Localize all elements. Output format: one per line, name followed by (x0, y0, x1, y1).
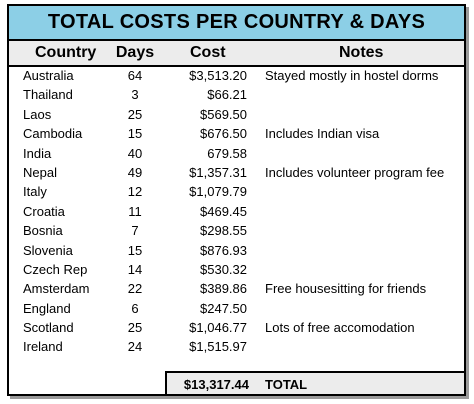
table-row: England 6 $247.50 (9, 300, 464, 319)
table-row: Amsterdam 22 $389.86 Free housesitting for … (9, 280, 464, 299)
total-label: TOTAL (265, 377, 308, 392)
header-country: Country (35, 44, 97, 61)
table-row: Czech Rep 14 $530.32 (9, 261, 464, 280)
cell-notes: Lots of free accomodation (265, 320, 415, 336)
header-cost: Cost (190, 44, 226, 61)
cell-days: 6 (131, 300, 139, 316)
cell-cost: $1,079.79 (189, 184, 247, 200)
cell-cost: $389.86 (200, 281, 247, 297)
table-row: Italy 12 $1,079.79 (9, 183, 464, 202)
cell-notes: Includes volunteer program fee (265, 164, 445, 180)
cell-cost: $3,513.20 (189, 68, 247, 83)
table-title: TOTAL COSTS PER COUNTRY & DAYS (9, 6, 464, 41)
cell-country: Bosnia (23, 223, 63, 239)
cell-cost: $66.21 (207, 87, 247, 103)
cell-cost: $298.55 (200, 223, 247, 239)
cell-days: 7 (131, 223, 139, 239)
cell-days: 15 (127, 242, 143, 258)
cell-cost: $1,357.31 (189, 164, 247, 180)
cell-cost: $530.32 (200, 261, 247, 277)
header-notes: Notes (339, 44, 384, 61)
cell-days: 12 (127, 184, 143, 200)
cell-country: Croatia (23, 203, 65, 219)
cell-country: Nepal (23, 164, 57, 180)
cell-country: Slovenia (23, 242, 73, 258)
cell-days: 40 (127, 145, 143, 161)
table-header: Country Days Cost Notes (9, 41, 464, 67)
table-body: Australia 64 $3,513.20 Stayed mostly in hos… (9, 67, 464, 358)
cell-cost: $876.93 (200, 242, 247, 258)
cell-country: England (23, 300, 71, 316)
cell-days: 24 (127, 339, 143, 355)
cell-notes: Free housesitting for friends (265, 281, 427, 297)
cell-days: 22 (127, 281, 143, 297)
table-row: India 40 679.58 (9, 145, 464, 164)
cell-days: 64 (127, 68, 143, 83)
cell-cost: $1,515.97 (189, 339, 247, 355)
cell-days: 15 (127, 126, 143, 142)
cell-country: Thailand (23, 87, 73, 103)
table-row: Bosnia 7 $298.55 (9, 222, 464, 241)
cell-notes: Includes Indian visa (265, 126, 380, 142)
cell-cost: $1,046.77 (189, 320, 247, 336)
cell-days: 49 (127, 164, 143, 180)
cell-days: 25 (127, 320, 143, 336)
table-row: Laos 25 $569.50 (9, 106, 464, 125)
cell-cost: $676.50 (200, 126, 247, 142)
cell-country: Amsterdam (23, 281, 90, 297)
cell-country: India (23, 145, 52, 161)
cell-country: Cambodia (23, 126, 83, 142)
cell-days: 11 (128, 203, 142, 219)
table-row: Nepal 49 $1,357.31 Includes volunteer progr… (9, 164, 464, 183)
table-row: Cambodia 15 $676.50 Includes Indian visa (9, 125, 464, 144)
cell-cost: $247.50 (200, 300, 247, 316)
table-row: Ireland 24 $1,515.97 (9, 338, 464, 357)
cell-days: 14 (127, 261, 143, 277)
cost-table: TOTAL COSTS PER COUNTRY & DAYS Country D… (7, 4, 466, 396)
cell-cost: $469.45 (200, 203, 247, 219)
cell-notes: Stayed mostly in hostel dorms (265, 68, 439, 83)
cell-cost: 679.58 (207, 145, 247, 161)
table-row: Australia 64 $3,513.20 Stayed mostly in hos… (9, 67, 464, 86)
total-row: $13,317.44 TOTAL (165, 371, 464, 394)
cell-country: Ireland (23, 339, 63, 355)
cell-cost: $569.50 (200, 106, 247, 122)
cell-days: 3 (131, 87, 139, 103)
cell-country: Italy (23, 184, 47, 200)
cell-days: 25 (127, 106, 143, 122)
table-row: Slovenia 15 $876.93 (9, 242, 464, 261)
total-amount: $13,317.44 (183, 377, 249, 392)
cell-country: Australia (23, 68, 74, 83)
table-row: Thailand 3 $66.21 (9, 86, 464, 105)
table-row: Scotland 25 $1,046.77 Lots of free accomoda… (9, 319, 464, 338)
cell-country: Scotland (23, 320, 74, 336)
header-days: Days (115, 44, 155, 61)
cell-country: Czech Rep (23, 261, 88, 277)
table-row: Croatia 11 $469.45 (9, 203, 464, 222)
cell-country: Laos (23, 106, 52, 122)
